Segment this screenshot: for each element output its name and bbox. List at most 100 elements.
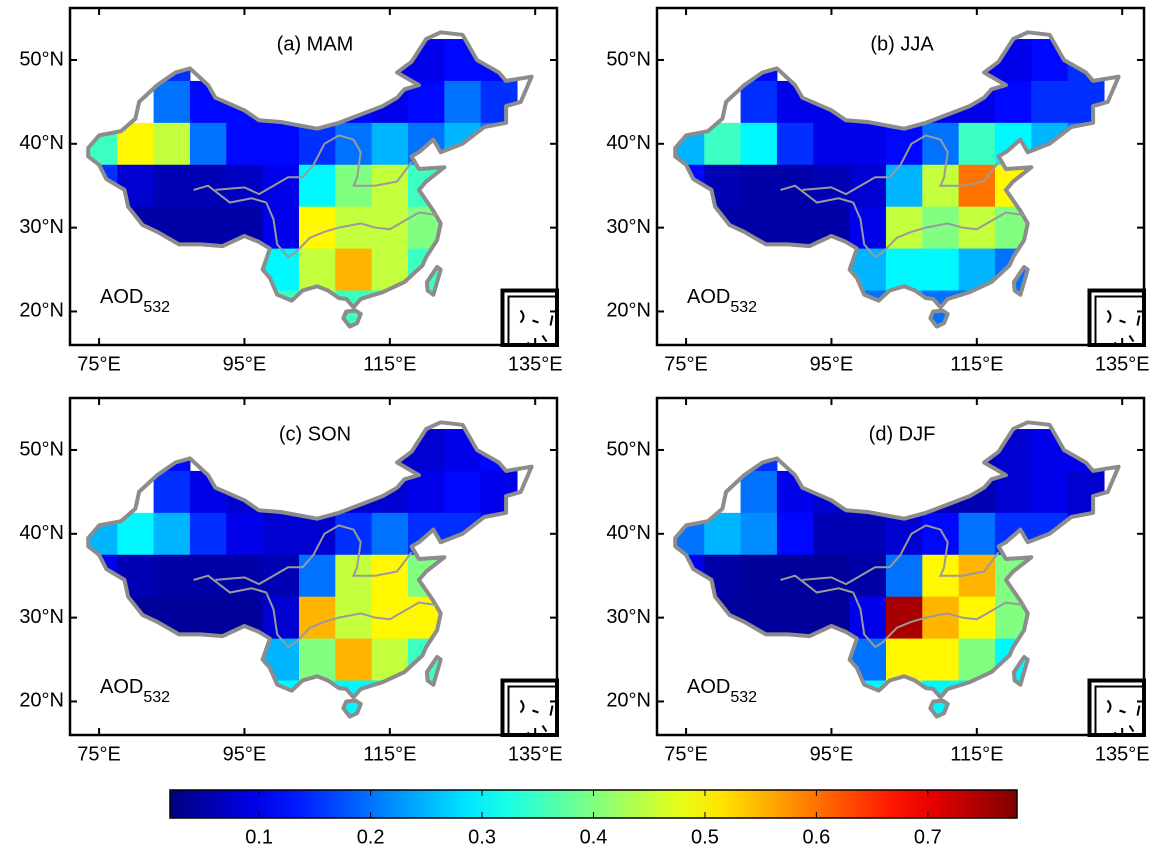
- river: [780, 184, 854, 204]
- country-border: [673, 420, 1121, 700]
- colorbar-tick-label: 0.3: [468, 826, 496, 848]
- aod-cell: [922, 512, 960, 556]
- aod-cell: [262, 554, 300, 598]
- aod-cell: [153, 554, 191, 598]
- river: [193, 574, 267, 594]
- y-tick-label: 50°N: [19, 48, 64, 70]
- aod-cell: [298, 290, 336, 327]
- annotation-text: AOD: [687, 676, 730, 698]
- aod-cell: [885, 470, 923, 514]
- aod-cell: [226, 512, 264, 556]
- river: [265, 202, 438, 259]
- annotation-subscript: 532: [143, 299, 170, 316]
- inset-islands: [519, 309, 554, 347]
- aod-cell: [444, 80, 482, 124]
- aod-cell: [262, 470, 300, 514]
- aod-cell: [480, 470, 518, 514]
- river: [780, 574, 854, 594]
- aod-cell: [298, 680, 336, 717]
- aod-cell: [922, 638, 960, 682]
- annotation-subscript: 532: [143, 689, 170, 706]
- country-border: [424, 265, 443, 297]
- inset-islands: [519, 699, 554, 737]
- y-tick-label: 30°N: [19, 606, 64, 628]
- aod-cell: [262, 122, 300, 166]
- aod-cell: [813, 638, 851, 682]
- aod-cell: [740, 80, 778, 124]
- aod-cell: [849, 512, 887, 556]
- x-tick-label: 135°E: [1095, 743, 1150, 765]
- aod-cell: [88, 164, 118, 208]
- aod-cell: [776, 206, 814, 250]
- country-border: [1011, 265, 1030, 297]
- aod-cell: [704, 164, 742, 208]
- aod-cell: [885, 248, 923, 292]
- aod-cell: [813, 122, 851, 166]
- aod-cell: [88, 512, 118, 556]
- aod-cell: [335, 248, 373, 292]
- aod-cell: [704, 554, 742, 598]
- aod-cell: [298, 164, 336, 208]
- aod-cell: [298, 248, 336, 292]
- x-tick-label: 135°E: [1095, 353, 1150, 375]
- country-border: [928, 308, 950, 329]
- aod-cell: [740, 512, 778, 556]
- axes-frame: [68, 6, 559, 347]
- aod-cell: [480, 80, 518, 124]
- inset-frame: [500, 678, 560, 737]
- aod-cell: [849, 164, 887, 208]
- aod-cell: [675, 164, 705, 208]
- aod-cell: [740, 470, 778, 514]
- map-panel: 75°E 95°E 115°E 135°E 20°N 30°N 40°N 50°N (b) JJ…: [606, 6, 1150, 375]
- inset-frame: [1087, 678, 1147, 737]
- aod-cell: [298, 638, 336, 682]
- inset-frame: [1087, 288, 1147, 347]
- country-border: [341, 308, 363, 329]
- inset-islands: [1106, 309, 1141, 347]
- aod-cell: [262, 206, 300, 250]
- aod-cell: [480, 512, 518, 556]
- x-tick-label: 135°E: [508, 353, 563, 375]
- aod-cell: [298, 80, 336, 124]
- aod-cell: [885, 638, 923, 682]
- country-border: [424, 655, 443, 687]
- aod-cell: [776, 596, 814, 640]
- country-border: [1011, 655, 1030, 687]
- aod-cell: [740, 164, 778, 208]
- x-tick-label: 135°E: [508, 743, 563, 765]
- aod-cell: [262, 512, 300, 556]
- panel-title: (c) SON: [279, 423, 351, 445]
- aod-cell: [885, 680, 923, 717]
- aod-cell: [849, 80, 887, 124]
- aod-cell: [371, 122, 409, 166]
- x-tick-label: 95°E: [223, 743, 267, 765]
- aod-cell: [335, 638, 373, 682]
- aod-cell: [849, 554, 887, 598]
- annotation: AOD532: [100, 676, 170, 706]
- aod-grid: [675, 429, 1105, 717]
- x-tick-label: 75°E: [664, 743, 708, 765]
- aod-cell: [740, 122, 778, 166]
- axes-frame: [655, 6, 1146, 347]
- x-tick-label: 95°E: [810, 743, 854, 765]
- aod-cell: [922, 248, 960, 292]
- y-tick-label: 40°N: [19, 132, 64, 154]
- aod-cell: [153, 512, 191, 556]
- aod-cell: [298, 470, 336, 514]
- axes-frame: [655, 396, 1146, 737]
- annotation: AOD532: [100, 286, 170, 316]
- x-tick-label: 95°E: [223, 353, 267, 375]
- country-border: [673, 30, 1121, 310]
- colorbar-tick-label: 0.6: [802, 826, 830, 848]
- x-tick-label: 75°E: [77, 353, 121, 375]
- aod-cell: [153, 470, 191, 514]
- aod-cell: [885, 290, 923, 327]
- aod-cell: [958, 680, 996, 717]
- aod-cell: [1067, 470, 1105, 514]
- y-tick-label: 20°N: [606, 300, 651, 322]
- aod-cell: [189, 512, 227, 556]
- y-tick-label: 20°N: [19, 690, 64, 712]
- aod-cell: [1031, 470, 1069, 514]
- colorbar-tick-label: 0.2: [357, 826, 385, 848]
- x-tick-label: 115°E: [950, 743, 1003, 765]
